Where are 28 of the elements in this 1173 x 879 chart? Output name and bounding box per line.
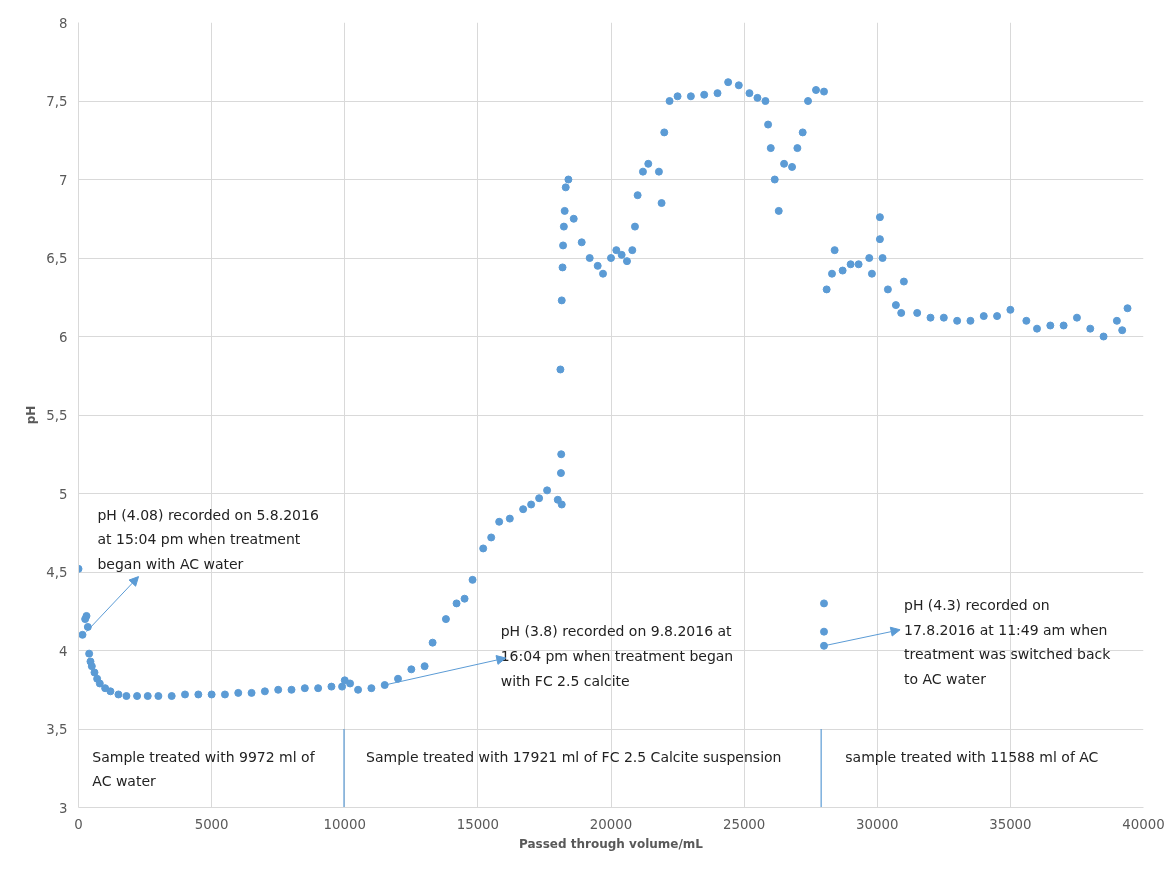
x-tick-label: 20000 — [589, 816, 633, 832]
x-axis-title: Passed through volume/mL — [519, 836, 704, 851]
x-tick-label: 35000 — [989, 816, 1032, 832]
y-tick-label: 8 — [59, 15, 68, 31]
annotation: Sample treated with 17921 ml of FC 2.5 Calcite suspension — [366, 748, 782, 765]
y-tick-label: 5 — [59, 486, 68, 502]
annotation: pH (3.8) recorded on 9.8.2016 at 16:04 pm when treatment began with FC 2.5 calcite — [500, 623, 734, 689]
y-tick-label: 7,5 — [46, 94, 68, 109]
x-tick-label: 25000 — [722, 816, 766, 832]
y-tick-label: 6,5 — [46, 251, 68, 266]
annotation: pH (4.08) recorded on 5.8.2016 at 15:04 pm when treatment began with AC water — [97, 506, 319, 573]
x-tick-label: 30000 — [856, 816, 899, 832]
y-axis-title: pH — [24, 405, 39, 425]
annotation: Sample treated with 9972 ml of AC water — [92, 748, 316, 790]
y-tick-label: 3,5 — [46, 722, 68, 737]
y-tick-label: 6 — [59, 329, 68, 345]
y-tick-label: 5,5 — [46, 408, 68, 423]
y-tick-label: 7 — [59, 172, 68, 188]
x-tick-label: 0 — [74, 816, 83, 832]
y-tick-label: 4,5 — [46, 565, 68, 580]
annotation: pH (4.3) recorded on 17.8.2016 at 11:49 am when treatment was switched back to AC water — [904, 596, 1112, 688]
x-tick-label: 40000 — [1122, 816, 1165, 832]
x-tick-label: 15000 — [456, 816, 500, 832]
annotation: sample treated with 11588 ml of AC — [845, 748, 1099, 765]
y-tick-label: 3 — [59, 800, 68, 816]
x-tick-label: 10000 — [323, 816, 366, 832]
y-tick-label: 4 — [59, 643, 68, 659]
x-tick-label: 5000 — [194, 816, 229, 832]
